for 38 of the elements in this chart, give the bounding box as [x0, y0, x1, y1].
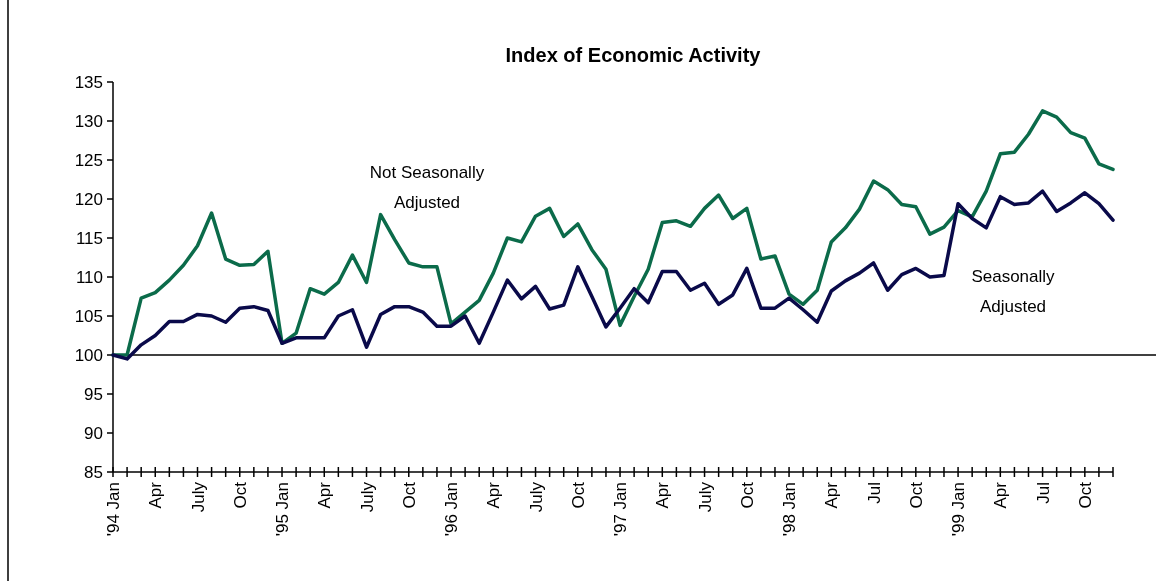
x-tick-label: Jul [864, 482, 884, 504]
x-tick-label: July [695, 481, 715, 513]
y-tick-label: 120 [74, 189, 103, 209]
x-tick-label: Apr [315, 481, 335, 509]
y-tick-label: 105 [74, 306, 103, 326]
series-label: Not Seasonally Adjusted [369, 163, 485, 212]
x-tick-label: '94 Jan [104, 482, 123, 537]
x-tick-label: Apr [822, 481, 842, 509]
x-tick-label: Oct [1075, 481, 1095, 509]
chart-title: Index of Economic Activity [505, 44, 762, 66]
x-tick-label: July [188, 481, 208, 513]
x-tick-label: '95 Jan [273, 482, 293, 537]
x-tick-label: Apr [484, 481, 504, 509]
x-tick-label: Oct [230, 481, 250, 509]
x-tick-label: '99 Jan [949, 482, 969, 537]
x-tick-label: Oct [737, 481, 757, 509]
y-tick-label: 100 [74, 345, 103, 365]
series-label: Seasonally Adjusted [971, 267, 1056, 316]
x-tick-label: Jul [1033, 482, 1053, 504]
x-tick-label: '98 Jan [780, 482, 800, 537]
x-tick-label: Apr [991, 481, 1011, 509]
y-tick-label: 110 [75, 267, 103, 287]
y-tick-label: 90 [84, 423, 103, 443]
x-tick-label: Oct [906, 481, 926, 509]
x-tick-label: July [357, 481, 377, 513]
y-tick-label: 115 [75, 228, 103, 248]
y-tick-label: 130 [74, 111, 103, 131]
y-tick-label: 85 [84, 462, 103, 482]
y-tick-label: 95 [84, 384, 103, 404]
x-tick-label: '96 Jan [442, 482, 462, 537]
x-tick-label: Oct [568, 481, 588, 509]
x-tick-label: Apr [653, 481, 673, 509]
x-tick-label: '97 Jan [611, 482, 631, 537]
x-tick-label: Oct [399, 481, 419, 509]
y-tick-label: 125 [74, 150, 103, 170]
y-tick-label: 135 [74, 72, 103, 92]
x-tick-label: July [526, 481, 546, 513]
x-tick-label: Apr [146, 481, 166, 509]
